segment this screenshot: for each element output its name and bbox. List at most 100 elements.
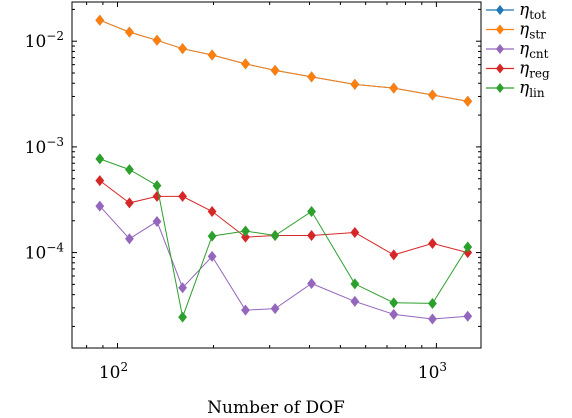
x-tick-label: 102 [99,360,128,383]
y-tick-exponent: −4 [46,241,64,255]
data-point-str [350,78,360,90]
series-line-reg [99,180,468,256]
legend-subscript: cnt [529,47,548,61]
legend-item-lin: ηlin [486,78,545,100]
data-point-cnt [389,308,399,320]
data-point-cnt [125,233,134,245]
data-point-lin [270,230,280,242]
data-point-cnt [152,215,162,227]
series-line-cnt [99,205,468,320]
legend-subscript: reg [529,67,550,81]
data-point-reg [428,237,437,249]
series-line-tot [99,19,468,102]
legend-marker [496,83,504,93]
data-point-lin [307,205,316,217]
legend-marker [496,63,504,74]
legend-item-str: ηstr [486,20,546,42]
data-point-reg [307,230,316,242]
legend-item-cnt: ηcnt [486,39,549,61]
data-point-reg [350,226,360,238]
data-point-reg [389,249,399,261]
data-point-lin [125,164,134,176]
data-point-reg [95,175,105,187]
series-lin [95,153,473,323]
data-point-cnt [95,200,105,212]
legend-symbol: η [519,0,530,20]
data-point-reg [125,197,134,209]
data-point-cnt [463,310,473,322]
y-tick-exponent: −2 [46,29,64,43]
data-point-cnt [350,295,360,307]
legend-marker [496,5,504,15]
x-axis: 102 103 [86,2,447,383]
series-line-lin [99,158,469,319]
data-point-lin [178,311,187,323]
data-point-cnt [307,277,316,289]
series-tot [95,14,473,107]
legend-subscript: tot [529,8,546,22]
data-point-str [241,58,250,70]
x-tick-exponent: 2 [120,360,128,374]
data-point-lin [463,241,473,253]
x-axis-label: Number of DOF [207,398,345,418]
legend-marker [496,24,504,35]
legend-item-tot: ηtot [486,0,546,22]
legend-item-reg: ηreg [486,59,550,81]
data-point-str [95,14,105,26]
data-point-str [307,71,316,83]
y-tick-exponent: −3 [46,135,64,149]
series-cnt [95,200,473,325]
data-point-cnt [178,282,187,294]
x-tick-exponent: 3 [439,360,447,374]
data-point-str [125,26,134,38]
data-point-reg [241,231,250,243]
series-str [95,14,473,107]
data-point-str [270,64,280,76]
data-point-cnt [270,303,280,315]
y-tick-base: 10 [25,32,47,52]
data-point-lin [389,297,399,309]
data-point-str [389,82,399,94]
legend-symbol: η [519,39,530,59]
legend-symbol: η [519,20,530,40]
data-point-lin [152,180,162,192]
x-tick-label: 103 [418,360,447,383]
data-point-str [152,34,162,46]
data-point-reg [207,205,217,217]
data-point-reg [178,190,187,202]
plot-area [95,14,473,325]
data-point-cnt [207,250,217,262]
series-line-str [99,19,468,102]
data-point-reg [152,190,162,202]
data-point-lin [428,297,437,309]
data-point-lin [95,153,105,165]
y-tick-base: 10 [25,138,47,158]
y-tick-label: 10−2 [25,29,64,52]
plot-frame [71,1,482,349]
data-point-str [428,89,437,101]
data-point-lin [241,225,250,237]
data-point-str [207,49,217,61]
y-tick-label: 10−3 [25,135,64,158]
data-point-lin [207,230,217,242]
y-tick-base: 10 [25,244,47,264]
legend-symbol: η [519,78,530,98]
data-point-cnt [428,313,437,325]
data-point-str [178,43,187,55]
legend-label: ηtot [519,0,546,22]
legend-subscript: lin [529,86,545,100]
series-reg [95,175,473,261]
legend-marker [496,44,504,54]
data-point-cnt [241,304,250,316]
x-tick-base: 10 [418,363,440,383]
legend-symbol: η [519,59,530,79]
legend-subscript: str [529,28,546,42]
x-tick-base: 10 [99,363,121,383]
legend-label: ηcnt [519,39,549,61]
legend-label: ηlin [519,78,545,100]
data-point-lin [350,278,360,290]
legend-label: ηstr [519,20,546,42]
legend-label: ηreg [519,59,550,81]
